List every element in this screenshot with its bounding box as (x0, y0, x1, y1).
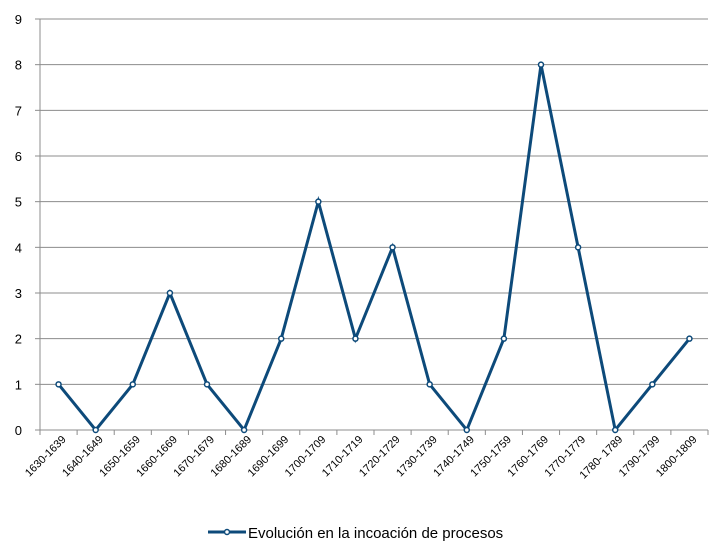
legend: Evolución en la incoación de procesos (208, 525, 503, 542)
y-tick-label: 5 (15, 195, 22, 210)
y-tick-label: 4 (15, 240, 22, 255)
data-point (129, 381, 137, 388)
legend-label: Evolución en la incoación de procesos (248, 525, 503, 542)
data-point (686, 335, 693, 342)
data-point (55, 381, 62, 388)
data-point (500, 335, 508, 342)
data-point (389, 244, 396, 251)
data-point (426, 381, 433, 388)
legend-point-marker (223, 528, 231, 536)
gridlines (40, 18, 708, 385)
data-point (611, 426, 619, 434)
y-tick-label: 7 (15, 103, 22, 118)
data-point (315, 198, 322, 205)
y-tick-label: 6 (15, 149, 22, 164)
data-point (166, 289, 174, 297)
y-tick-label: 2 (15, 332, 22, 347)
y-tick-label: 1 (15, 377, 22, 392)
data-point (352, 335, 359, 342)
data-point (537, 61, 545, 68)
y-tick-label: 3 (15, 286, 22, 301)
data-point (240, 426, 248, 434)
y-tick-labels: 0 1 2 3 4 5 6 7 8 9 (15, 12, 22, 438)
data-point (574, 244, 582, 251)
data-point (92, 426, 99, 434)
data-point (277, 335, 285, 342)
y-tick-label: 8 (15, 58, 22, 73)
data-point (463, 426, 471, 434)
series (55, 61, 693, 434)
data-point (649, 381, 656, 388)
axes (35, 18, 709, 435)
y-tick-label: 0 (15, 423, 22, 438)
data-point (203, 381, 211, 388)
y-tick-label: 9 (15, 12, 22, 27)
series-line (57, 64, 691, 434)
x-tick-labels: 1630-16391640-16491650-16591660-16691670… (23, 434, 700, 482)
